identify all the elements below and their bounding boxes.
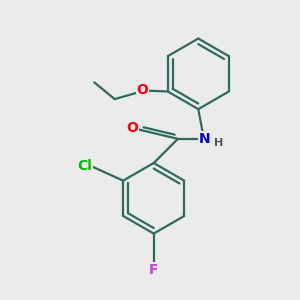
Text: O: O <box>136 83 148 97</box>
Text: Cl: Cl <box>77 159 92 173</box>
Text: H: H <box>214 138 224 148</box>
Text: O: O <box>126 121 138 135</box>
Text: N: N <box>199 132 210 146</box>
Text: F: F <box>149 263 158 277</box>
